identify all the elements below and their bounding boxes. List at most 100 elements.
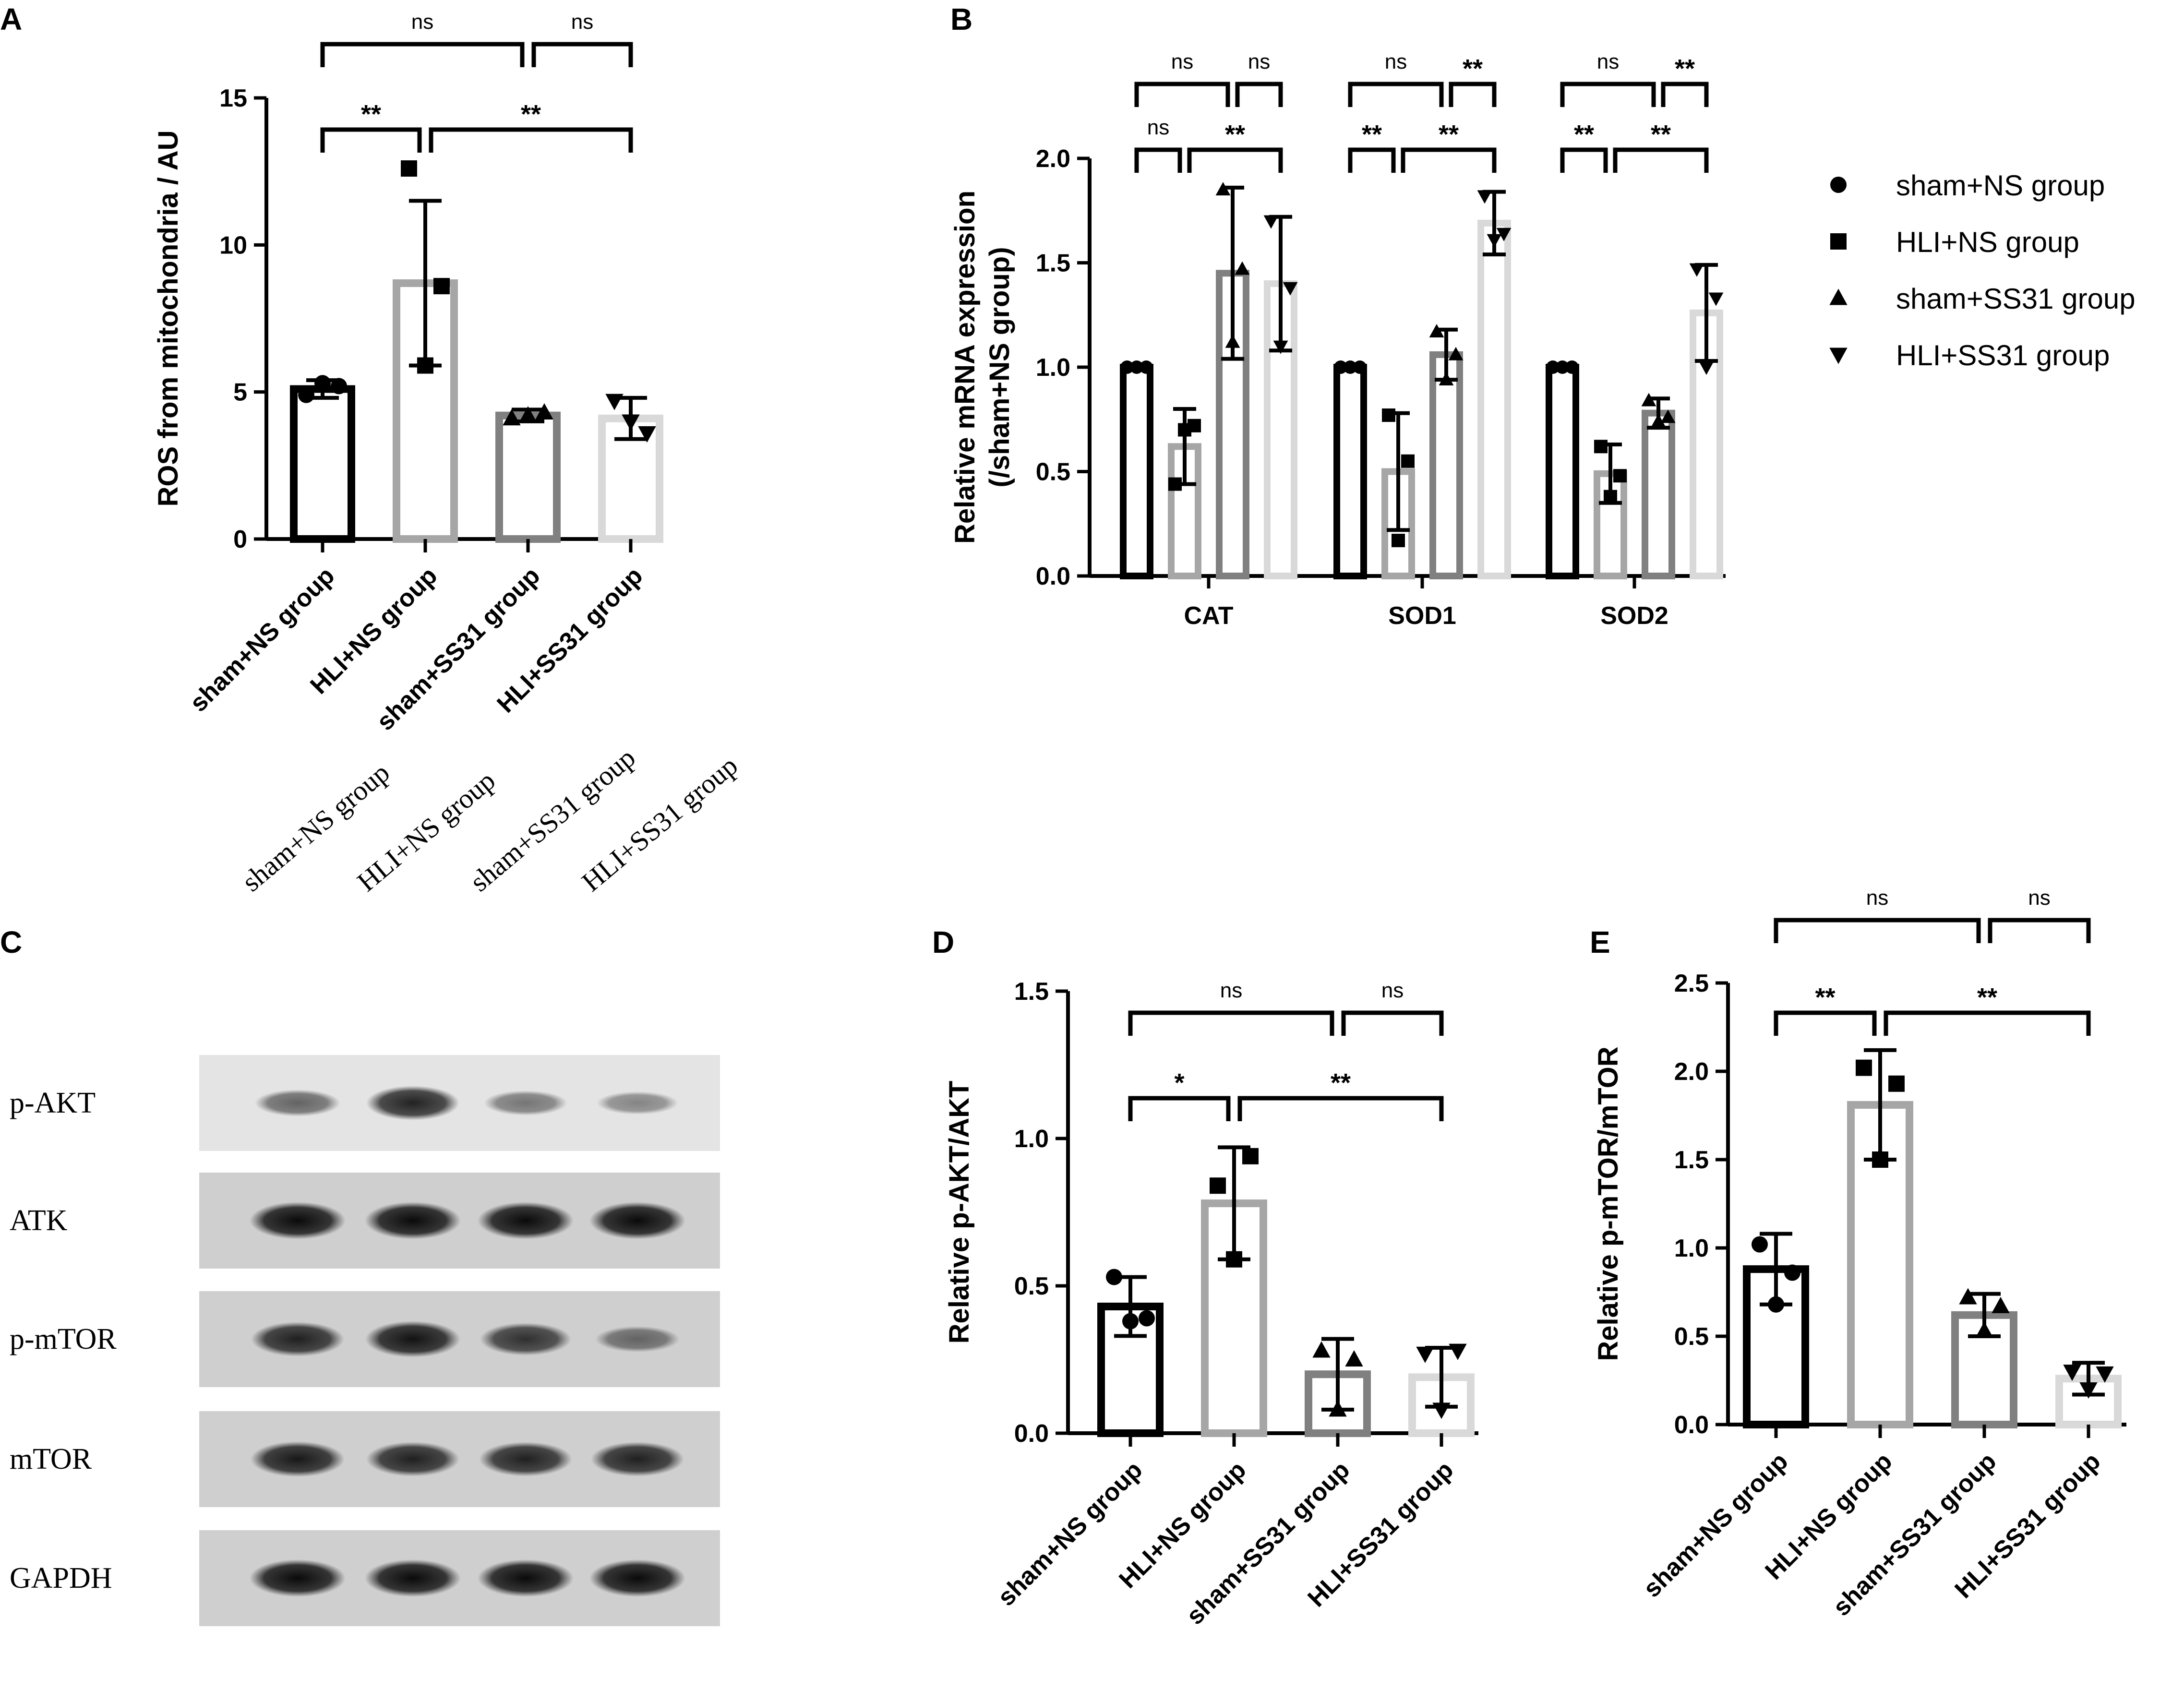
y-tick-label: 10 — [219, 231, 247, 259]
significance-bracket-label: ** — [1675, 54, 1695, 83]
data-point — [1139, 1310, 1155, 1327]
significance-bracket-label: ns — [1866, 886, 1888, 910]
data-point — [1122, 1313, 1139, 1330]
data-point — [2096, 1366, 2114, 1383]
significance-bracket-label: ** — [1362, 120, 1382, 149]
data-point — [1496, 228, 1512, 241]
data-point — [1226, 1251, 1242, 1268]
x-tick-label: sham+NS group — [992, 1456, 1148, 1611]
data-point — [1178, 423, 1191, 437]
data-point — [1130, 360, 1143, 374]
y-tick-label: 1.5 — [1014, 978, 1049, 1006]
data-point — [1604, 490, 1617, 503]
y-tick-label: 1.5 — [1674, 1146, 1709, 1174]
blot-band — [366, 1442, 459, 1476]
significance-bracket-line — [1560, 82, 1656, 107]
significance-bracket-label: ns — [571, 10, 593, 34]
data-point — [519, 406, 537, 423]
x-tick-label: sham+NS group — [184, 562, 340, 717]
data-point — [1344, 360, 1357, 374]
blot-band — [250, 1202, 346, 1239]
blot-band — [251, 1322, 344, 1356]
blot-band — [597, 1091, 678, 1115]
y-tick-label: 1.5 — [1036, 250, 1070, 277]
data-point — [535, 403, 553, 420]
y-tick-label: 1.0 — [1014, 1125, 1049, 1153]
data-point — [622, 414, 640, 431]
y-tick-label: 0.0 — [1036, 563, 1070, 590]
significance-bracket-label: ** — [1574, 120, 1594, 149]
data-point — [2063, 1365, 2081, 1381]
blot-band — [478, 1559, 574, 1597]
blot-band — [365, 1321, 460, 1357]
data-point — [1382, 408, 1395, 422]
data-point — [1329, 1400, 1347, 1417]
significance-bracket-line — [1774, 1010, 1877, 1036]
significance-bracket-label: ** — [1977, 983, 1997, 1012]
data-point — [1651, 414, 1666, 427]
x-tick-label: SOD1 — [1388, 602, 1456, 630]
blot-band — [250, 1559, 346, 1597]
legend-marker — [1829, 288, 1848, 305]
data-point — [1689, 263, 1704, 277]
bar — [1546, 364, 1579, 579]
data-point — [1120, 360, 1134, 374]
data-point — [1439, 372, 1454, 385]
blot-band — [365, 1202, 461, 1239]
significance-bracket-label: ** — [1331, 1068, 1351, 1097]
y-axis-title: Relative mRNA expression — [949, 191, 981, 544]
legend-label: sham+NS group — [1896, 169, 2105, 202]
significance-bracket-line — [1128, 1096, 1231, 1121]
data-point — [1487, 234, 1502, 248]
chart-b-mrna: 0.0 0.5 1.0 1.5 2.0 Relative mRNA expression(… — [949, 50, 1726, 630]
significance-bracket-label: ns — [411, 10, 433, 34]
blot-band — [365, 1559, 461, 1597]
blot-band — [480, 1323, 571, 1355]
bar — [1642, 409, 1675, 579]
data-point — [1242, 1148, 1259, 1164]
y-axis-title: (/sham+NS group) — [984, 247, 1015, 487]
x-tick-label: SOD2 — [1600, 602, 1668, 630]
legend-label: HLI+SS31 group — [1896, 339, 2110, 372]
data-point — [1888, 1075, 1905, 1092]
significance-bracket-label: ** — [1463, 54, 1483, 83]
data-point — [1273, 340, 1288, 354]
data-point — [1416, 1346, 1434, 1363]
data-point — [1448, 347, 1464, 360]
data-point — [1345, 1350, 1363, 1366]
data-point — [1546, 360, 1560, 374]
y-tick-label: 2.0 — [1036, 145, 1070, 173]
y-tick-label: 0.5 — [1674, 1323, 1709, 1351]
chart-e-pmtor: 0.0 0.5 1.0 1.5 2.0 2.5 Relative p-mTOR/mTOR sh… — [1593, 886, 2126, 1621]
data-point — [1283, 282, 1298, 296]
data-point — [1210, 1177, 1226, 1194]
panel-letter-c: C — [0, 925, 22, 959]
data-point — [1353, 360, 1367, 374]
significance-bracket-line — [320, 42, 525, 67]
data-point — [1975, 1321, 1993, 1338]
significance-bracket-line — [1988, 918, 2091, 943]
significance-bracket-line — [1237, 1096, 1444, 1121]
data-point — [1401, 454, 1415, 468]
significance-bracket-label: * — [1174, 1068, 1184, 1097]
data-point — [1392, 534, 1405, 548]
data-point — [503, 409, 521, 426]
data-point — [1429, 324, 1444, 337]
blot-band — [591, 1442, 684, 1476]
data-point — [1565, 360, 1579, 374]
legend-marker — [1829, 348, 1848, 364]
y-tick-label: 0.5 — [1036, 458, 1070, 486]
blot-row-label: GAPDH — [10, 1562, 112, 1594]
data-point — [1235, 261, 1250, 275]
data-point — [417, 357, 433, 374]
significance-bracket-line — [1187, 147, 1283, 173]
significance-bracket-line — [1134, 147, 1182, 173]
significance-bracket-label: ns — [1147, 116, 1169, 139]
bar — [495, 411, 561, 543]
data-point — [1613, 469, 1627, 483]
y-axis-title: Relative p-mTOR/mTOR — [1593, 1046, 1624, 1361]
significance-bracket-line — [1613, 147, 1709, 173]
data-point — [1660, 409, 1676, 423]
significance-bracket-line — [1128, 1010, 1334, 1036]
data-point — [298, 386, 314, 403]
